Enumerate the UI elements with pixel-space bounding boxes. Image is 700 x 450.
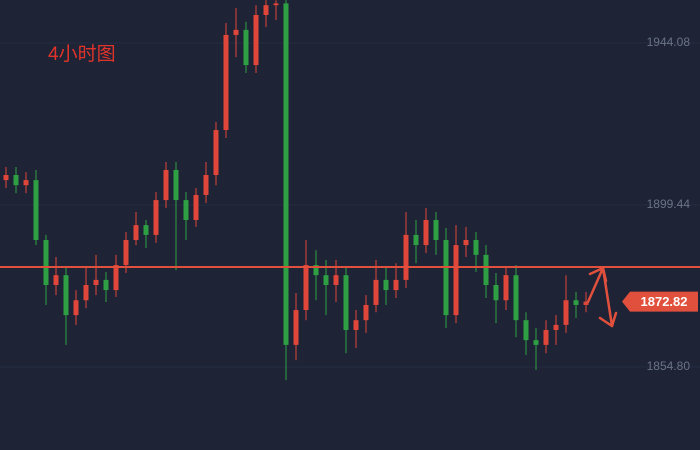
candle-body bbox=[33, 180, 39, 240]
candle-body bbox=[103, 279, 109, 291]
candle-body bbox=[153, 200, 159, 235]
candle-body bbox=[303, 265, 309, 311]
y-tick-label: 1944.08 bbox=[647, 35, 691, 49]
candle-body bbox=[143, 225, 149, 235]
candle-body bbox=[123, 239, 129, 266]
candle-body bbox=[63, 275, 69, 316]
candle-body bbox=[523, 320, 529, 341]
candle-body bbox=[343, 275, 349, 330]
y-tick-label: 1854.80 bbox=[647, 359, 691, 373]
candle-body bbox=[73, 300, 79, 316]
candle-body bbox=[223, 34, 229, 131]
candle-body bbox=[253, 14, 259, 66]
grid: 1854.80 1899.44 1944.08 bbox=[0, 35, 700, 373]
candle-body bbox=[353, 320, 359, 330]
candle-body bbox=[493, 284, 499, 301]
candle-body bbox=[213, 130, 219, 176]
candle-body bbox=[163, 169, 169, 201]
candle-body bbox=[553, 324, 559, 330]
candle-body bbox=[363, 304, 369, 321]
candle-body bbox=[323, 275, 329, 285]
overlay: 1872.82 bbox=[0, 266, 700, 312]
candle-body bbox=[263, 5, 269, 15]
candle-body bbox=[333, 275, 339, 285]
candle-body bbox=[373, 279, 379, 305]
arrow-head bbox=[588, 266, 608, 283]
candle-body bbox=[273, 3, 279, 6]
y-tick-label: 1899.44 bbox=[647, 197, 691, 211]
candle-body bbox=[533, 340, 539, 345]
candle-body bbox=[393, 279, 399, 291]
candle-body bbox=[133, 225, 139, 240]
candles bbox=[3, 0, 589, 381]
candle-body bbox=[543, 329, 549, 345]
candle-body bbox=[283, 3, 289, 345]
candle-body bbox=[53, 275, 59, 285]
price-tag bbox=[622, 291, 698, 312]
price-tag-label: 1872.82 bbox=[641, 294, 688, 309]
arrow-head bbox=[598, 311, 618, 328]
candle-body bbox=[293, 310, 299, 345]
candle-body bbox=[403, 234, 409, 280]
candle-body bbox=[203, 175, 209, 195]
candle-body bbox=[83, 284, 89, 301]
candle-body bbox=[43, 239, 49, 285]
candle-body bbox=[383, 279, 389, 291]
candle-body bbox=[433, 220, 439, 240]
candle-body bbox=[193, 194, 199, 221]
candle-body bbox=[463, 239, 469, 246]
candle-body bbox=[503, 275, 509, 301]
candle-body bbox=[453, 245, 459, 316]
candle-body bbox=[443, 239, 449, 316]
candle-body bbox=[183, 200, 189, 221]
candle-body bbox=[313, 265, 319, 276]
candle-body bbox=[93, 279, 99, 285]
candle-body bbox=[483, 254, 489, 285]
candle-body bbox=[583, 301, 589, 305]
candle-body bbox=[243, 29, 249, 66]
candle-body bbox=[513, 275, 519, 321]
candle-body bbox=[573, 300, 579, 305]
candle-body bbox=[233, 29, 239, 35]
candle-body bbox=[3, 175, 9, 181]
candle-body bbox=[113, 265, 119, 291]
candle-body bbox=[423, 220, 429, 246]
candle-body bbox=[473, 239, 479, 255]
candle-body bbox=[23, 180, 29, 186]
candle-body bbox=[13, 175, 19, 186]
candle-body bbox=[413, 234, 419, 246]
candle-body bbox=[173, 169, 179, 201]
candle-body bbox=[563, 300, 569, 325]
chart-title: 4小时图 bbox=[48, 43, 116, 65]
arrows bbox=[586, 266, 618, 328]
